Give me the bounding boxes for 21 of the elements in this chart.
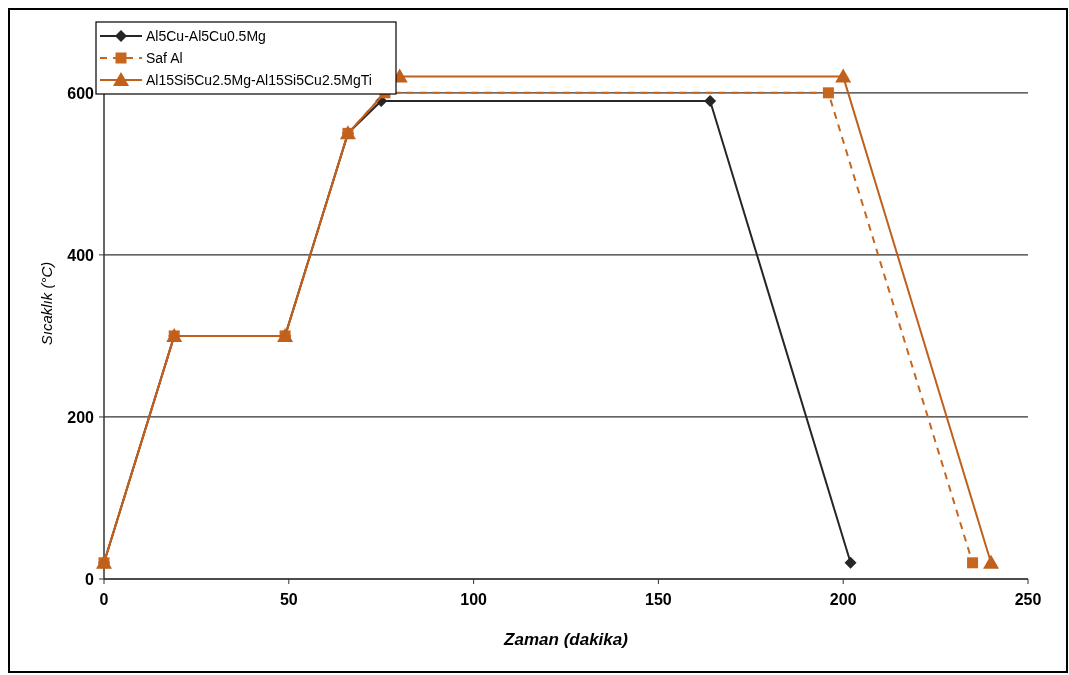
y-tick-label: 600	[67, 84, 95, 102]
point	[704, 94, 717, 107]
x-tick-label: 200	[829, 591, 857, 608]
y-tick-label: 200	[67, 408, 95, 426]
point	[967, 557, 979, 569]
x-tick-label: 0	[99, 591, 109, 608]
x-axis-title: Zaman (dakika)	[503, 630, 629, 649]
legend-label: Al15Si5Cu2.5Mg-Al15Si5Cu2.5MgTi	[146, 72, 372, 88]
legend-label: Saf Al	[146, 50, 183, 66]
y-axis-title: Sıcaklık (°C)	[38, 261, 55, 346]
y-tick-label: 0	[85, 571, 95, 588]
x-tick-label: 250	[1014, 591, 1042, 608]
y-tick-label: 400	[67, 246, 95, 264]
x-tick-label: 100	[460, 591, 488, 608]
legend-label: Al5Cu-Al5Cu0.5Mg	[146, 28, 266, 44]
x-tick-label: 150	[645, 591, 672, 608]
point	[983, 554, 1000, 569]
point	[844, 556, 857, 569]
point	[822, 87, 834, 99]
x-tick-label: 50	[279, 591, 298, 608]
point	[835, 68, 852, 83]
